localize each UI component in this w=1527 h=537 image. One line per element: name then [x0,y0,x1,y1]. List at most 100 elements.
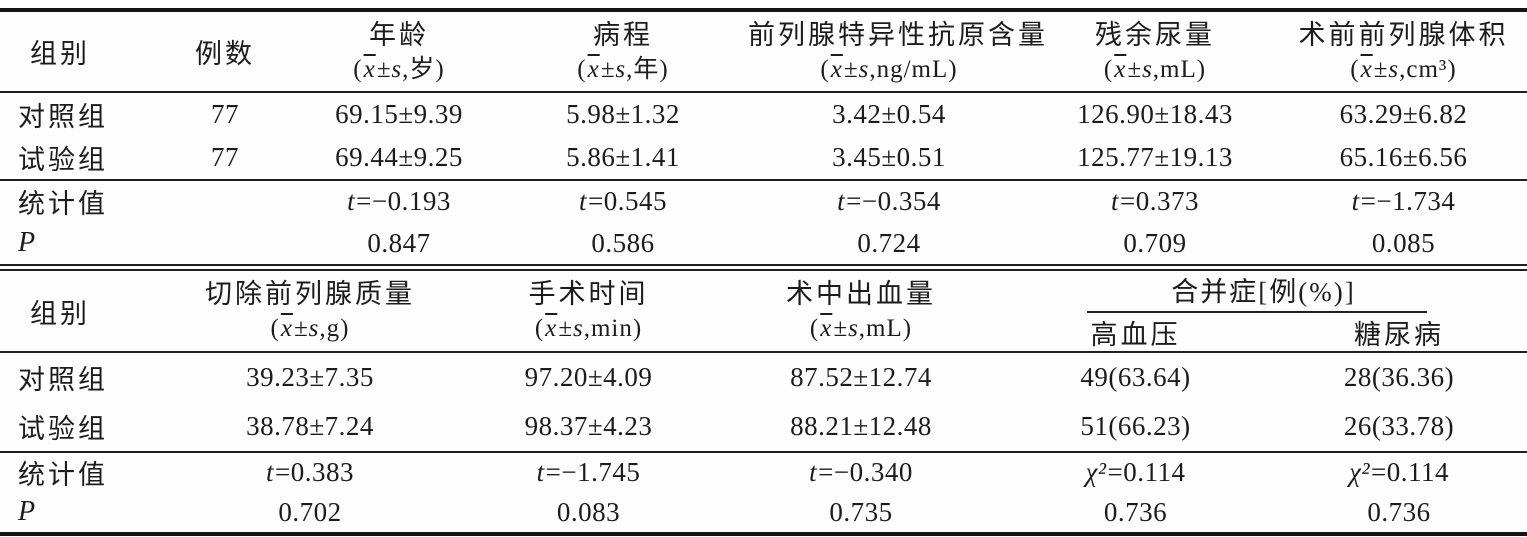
p-cell: 0.847 [367,227,431,258]
section-divider-double-rule [0,264,1527,271]
spanner-title: 合并症[例(%)] [1171,277,1356,307]
row-label: 统计值 [18,189,108,219]
column-unit: (x±s,岁) [353,55,445,83]
statistic-row: 统计值 t=0.383 t=−1.745 t=−0.340 χ²=0.114 χ… [0,452,1527,492]
stat-cell: t=−1.734 [1351,186,1456,216]
column-title: 前列腺特异性抗原含量 [748,19,1048,50]
stat-symbol: t [579,186,588,216]
data-cell: 88.21±12.48 [722,402,1000,453]
stat-symbol: t [536,457,545,487]
stat-symbol: χ² [1085,457,1107,487]
table-bottom-rule [0,532,1527,536]
group-header-cell: 组别 [0,12,150,93]
data-cell: 126.90±18.43 [1077,99,1233,129]
statistic-row: 统计值 t=−0.193 t=0.545 t=−0.354 t=0.373 t=… [0,180,1527,222]
column-title: 年龄 [369,19,429,50]
row-label: 试验组 [0,402,165,453]
stat-symbol: t [1111,186,1120,216]
row-label: 试验组 [0,136,150,181]
data-cell: 97.20±4.09 [524,362,653,392]
p-cell: 0.702 [278,496,342,527]
column-title: 术中出血量 [786,279,936,309]
stat-cell: t=−0.193 [347,186,451,216]
p-cell: 0.083 [556,496,621,527]
column-unit: (x±s,mL) [1103,55,1207,83]
stat-cell: χ²=0.114 [1349,457,1449,487]
stat-cell: t=0.545 [579,186,667,216]
stat-symbol: t [347,186,356,216]
column-unit: (x±s,ng/mL) [820,55,958,83]
stat-cell: t=0.383 [266,457,354,487]
table-row-trial: 试验组 38.78±7.24 98.37±4.23 88.21±12.48 51… [0,402,1527,453]
data-cell: 3.42±0.54 [832,99,946,129]
data-cell: 38.78±7.24 [165,402,455,453]
data-cell: 26(33.78) [1271,402,1527,453]
column-title: 残余尿量 [1095,19,1215,50]
column-title: 手术时间 [528,279,649,309]
data-cell: 5.86±1.41 [498,136,748,181]
column-title: 术前前列腺体积 [1298,19,1509,50]
column-header-prostate-volume: 术前前列腺体积 (x±s,cm³) [1280,12,1527,93]
p-value-row: P 0.847 0.586 0.724 0.709 0.085 [0,222,1527,264]
table-row-control: 对照组 39.23±7.35 97.20±4.09 87.52±12.74 49… [0,352,1527,402]
column-unit: (x±s,mL) [809,315,913,342]
stat-cell: t=−0.340 [809,457,913,487]
column-title: 切除前列腺质量 [205,279,415,309]
column-header-duration: 病程 (x±s,年) [498,12,748,93]
data-cell: 28(36.36) [1343,362,1455,392]
column-header-age: 年龄 (x±s,岁) [300,12,498,93]
data-cell: 39.23±7.35 [246,362,374,392]
data-cell: 69.44±9.25 [300,136,498,181]
p-cell: 0.736 [1367,496,1431,527]
baseline-table: 组别 例数 年龄 (x±s,岁) 病程 (x±s,年) 前列腺特异性抗原含量 (… [0,12,1527,264]
column-unit: (x±s,min) [534,315,643,342]
group-header-cell: 组别 [0,271,165,353]
data-cell: 3.45±0.51 [748,136,1030,181]
table-row-trial: 试验组 77 69.44±9.25 5.86±1.41 3.45±0.51 12… [0,136,1527,181]
stat-cell: t=−1.745 [536,457,641,487]
spanner-subcolumns: 高血压 糖尿病 [1000,313,1527,351]
stat-symbol: t [1351,186,1360,216]
data-cell: 51(66.23) [1000,402,1271,453]
row-label: 对照组 [18,102,108,132]
stat-symbol: χ² [1349,457,1370,487]
baseline-header-row: 组别 例数 年龄 (x±s,岁) 病程 (x±s,年) 前列腺特异性抗原含量 (… [0,12,1527,93]
data-cell: 77 [150,136,300,181]
p-cell: 0.735 [829,496,893,527]
empty-cell [150,222,300,264]
column-header-operation-time: 手术时间 (x±s,min) [455,271,722,353]
p-value-row: P 0.702 0.083 0.735 0.736 0.736 [0,492,1527,532]
column-unit: (x±s,cm³) [1350,55,1457,83]
data-cell: 125.77±19.13 [1030,136,1280,181]
surgery-header-row: 组别 切除前列腺质量 (x±s,g) 手术时间 (x±s,min) 术中出血量 … [0,271,1527,353]
data-cell: 5.98±1.32 [566,99,680,129]
row-label: P [18,496,36,527]
data-cell: 87.52±12.74 [790,362,932,392]
column-header-residual-urine: 残余尿量 (x±s,mL) [1030,12,1280,93]
data-cell: 77 [211,99,239,129]
table-top-rule [0,8,1527,12]
stat-cell: χ²=0.114 [1085,457,1186,487]
row-label: P [18,227,36,258]
row-label: 统计值 [18,460,108,490]
stat-symbol: t [809,457,818,487]
column-title: 病程 [593,19,653,50]
p-cell: 0.709 [1123,227,1187,258]
data-cell: 69.15±9.39 [335,99,463,129]
subcolumn-diabetes: 糖尿病 [1354,319,1444,350]
p-cell: 0.586 [591,227,655,258]
column-header-resected-mass: 切除前列腺质量 (x±s,g) [165,271,455,353]
data-cell: 63.29±6.82 [1339,99,1468,129]
stat-cell: t=0.373 [1111,186,1199,216]
column-header-blood-loss: 术中出血量 (x±s,mL) [722,271,1000,353]
subcolumn-hypertension: 高血压 [1090,319,1181,350]
data-cell: 65.16±6.56 [1280,136,1527,181]
p-cell: 0.736 [1103,496,1168,527]
column-unit: (x±s,g) [270,315,350,342]
spanner-rule [1087,311,1427,313]
column-unit: (x±s,年) [577,55,669,83]
p-cell: 0.724 [857,227,921,258]
stat-cell: t=−0.354 [837,186,941,216]
data-cell: 98.37±4.23 [455,402,722,453]
